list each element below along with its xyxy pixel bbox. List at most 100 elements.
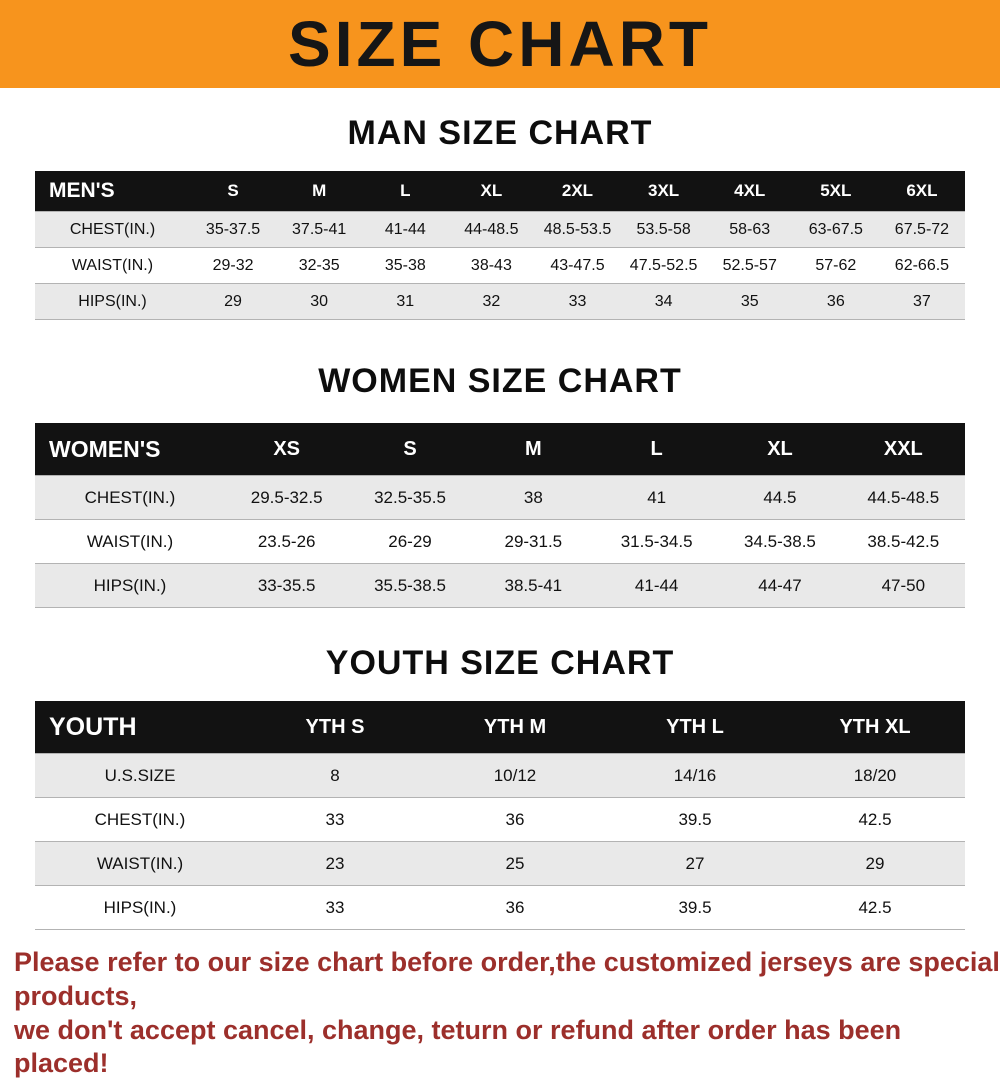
- women-size-value-cell: 23.5-26: [225, 520, 348, 564]
- youth-size-value-cell: 33: [245, 886, 425, 930]
- women-size-value-cell: 34.5-38.5: [718, 520, 841, 564]
- women-size-value-cell: 35.5-38.5: [348, 564, 471, 608]
- men-size-value-cell: 37: [879, 284, 965, 320]
- women-size-value-cell: 32.5-35.5: [348, 476, 471, 520]
- women-size-value-cell: 29.5-32.5: [225, 476, 348, 520]
- youth-size-value-cell: 36: [425, 886, 605, 930]
- youth-row-label: CHEST(IN.): [35, 798, 245, 842]
- youth-size-column-header: YTH L: [605, 701, 785, 754]
- men-size-value-cell: 52.5-57: [707, 248, 793, 284]
- youth-size-value-cell: 10/12: [425, 754, 605, 798]
- women-size-value-cell: 47-50: [842, 564, 965, 608]
- men-size-value-cell: 35: [707, 284, 793, 320]
- footer-disclaimer-line2: we don't accept cancel, change, teturn o…: [14, 1014, 1000, 1081]
- men-row-label: WAIST(IN.): [35, 248, 190, 284]
- women-row-label: CHEST(IN.): [35, 476, 225, 520]
- men-table-title: MEN'S: [35, 171, 190, 212]
- women-size-value-cell: 44-47: [718, 564, 841, 608]
- women-size-column-header: L: [595, 423, 718, 476]
- youth-size-value-cell: 8: [245, 754, 425, 798]
- women-size-value-cell: 33-35.5: [225, 564, 348, 608]
- youth-row-label: HIPS(IN.): [35, 886, 245, 930]
- youth-size-value-cell: 42.5: [785, 886, 965, 930]
- men-size-column-header: 2XL: [534, 171, 620, 212]
- men-size-value-cell: 48.5-53.5: [534, 212, 620, 248]
- youth-table-title: YOUTH: [35, 701, 245, 754]
- youth-size-value-cell: 25: [425, 842, 605, 886]
- men-size-value-cell: 53.5-58: [621, 212, 707, 248]
- men-size-column-header: XL: [448, 171, 534, 212]
- women-table-title: WOMEN'S: [35, 423, 225, 476]
- youth-size-value-cell: 33: [245, 798, 425, 842]
- youth-size-value-cell: 23: [245, 842, 425, 886]
- size-chart-banner: SIZE CHART: [0, 0, 1000, 88]
- men-size-value-cell: 44-48.5: [448, 212, 534, 248]
- women-row-label: HIPS(IN.): [35, 564, 225, 608]
- youth-size-column-header: YTH XL: [785, 701, 965, 754]
- men-size-value-cell: 36: [793, 284, 879, 320]
- banner-title: SIZE CHART: [288, 12, 712, 76]
- men-size-column-header: S: [190, 171, 276, 212]
- women-size-column-header: XS: [225, 423, 348, 476]
- women-row-label: WAIST(IN.): [35, 520, 225, 564]
- men-size-value-cell: 37.5-41: [276, 212, 362, 248]
- men-row-label: CHEST(IN.): [35, 212, 190, 248]
- men-size-value-cell: 62-66.5: [879, 248, 965, 284]
- women-size-value-cell: 44.5-48.5: [842, 476, 965, 520]
- youth-row-label: U.S.SIZE: [35, 754, 245, 798]
- footer-disclaimer-line1: Please refer to our size chart before or…: [14, 946, 1000, 1014]
- men-row-label: HIPS(IN.): [35, 284, 190, 320]
- youth-size-value-cell: 29: [785, 842, 965, 886]
- youth-size-value-cell: 18/20: [785, 754, 965, 798]
- youth-size-value-cell: 42.5: [785, 798, 965, 842]
- women-size-column-header: XL: [718, 423, 841, 476]
- footer-disclaimer: Please refer to our size chart before or…: [14, 946, 1000, 1081]
- women-size-column-header: XXL: [842, 423, 965, 476]
- women-size-value-cell: 26-29: [348, 520, 471, 564]
- men-size-value-cell: 43-47.5: [534, 248, 620, 284]
- men-size-value-cell: 32: [448, 284, 534, 320]
- women-size-column-header: S: [348, 423, 471, 476]
- women-size-value-cell: 38.5-41: [472, 564, 595, 608]
- men-size-value-cell: 31: [362, 284, 448, 320]
- youth-row-label: WAIST(IN.): [35, 842, 245, 886]
- men-size-value-cell: 35-38: [362, 248, 448, 284]
- youth-size-column-header: YTH M: [425, 701, 605, 754]
- men-section-heading: MAN SIZE CHART: [0, 114, 1000, 153]
- youth-size-value-cell: 39.5: [605, 798, 785, 842]
- women-size-value-cell: 41: [595, 476, 718, 520]
- youth-size-value-cell: 14/16: [605, 754, 785, 798]
- men-size-value-cell: 57-62: [793, 248, 879, 284]
- men-size-column-header: 5XL: [793, 171, 879, 212]
- men-size-value-cell: 32-35: [276, 248, 362, 284]
- women-size-column-header: M: [472, 423, 595, 476]
- men-size-value-cell: 30: [276, 284, 362, 320]
- women-size-value-cell: 29-31.5: [472, 520, 595, 564]
- men-size-value-cell: 47.5-52.5: [621, 248, 707, 284]
- women-size-value-cell: 38: [472, 476, 595, 520]
- youth-size-value-cell: 27: [605, 842, 785, 886]
- men-size-value-cell: 29: [190, 284, 276, 320]
- men-size-value-cell: 33: [534, 284, 620, 320]
- youth-size-column-header: YTH S: [245, 701, 425, 754]
- youth-size-value-cell: 39.5: [605, 886, 785, 930]
- women-section-heading: WOMEN SIZE CHART: [0, 362, 1000, 401]
